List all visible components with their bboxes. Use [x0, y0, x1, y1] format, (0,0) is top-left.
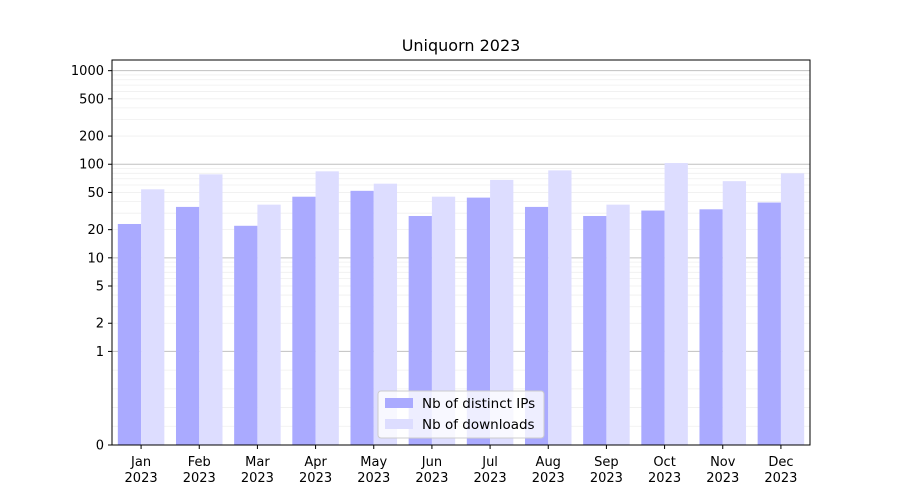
x-tick-label-month: Apr — [304, 455, 327, 470]
bar-distinct-ips-feb — [175, 206, 200, 445]
x-tick-label-year: 2023 — [474, 471, 507, 486]
y-tick-label: 0 — [96, 439, 104, 454]
y-tick-label: 2 — [96, 317, 104, 332]
legend-box — [377, 390, 545, 439]
chart-title: Uniquorn 2023 — [402, 36, 521, 55]
x-tick-label-month: Jun — [421, 455, 442, 470]
x-tick-label-month: Oct — [653, 455, 675, 470]
y-tick-label: 1 — [96, 345, 104, 360]
x-tick-label-month: Aug — [536, 455, 561, 470]
bar-downloads-oct — [664, 163, 688, 445]
y-tick-label: 50 — [87, 186, 104, 201]
bar-downloads-aug — [548, 170, 572, 445]
legend-label-downloads: Nb of downloads — [422, 417, 535, 433]
x-tick-label-year: 2023 — [299, 471, 332, 486]
bar-downloads-dec — [780, 173, 805, 445]
legend: Nb of distinct IPs Nb of downloads — [377, 390, 545, 439]
x-tick-label-year: 2023 — [241, 471, 274, 486]
y-tick-label: 500 — [79, 92, 104, 107]
bar-downloads-apr — [315, 171, 339, 445]
bar-downloads-jun — [431, 196, 456, 445]
grid-lines — [112, 70, 810, 427]
x-tick-label-year: 2023 — [183, 471, 216, 486]
legend-swatch-distinct-ips — [385, 398, 413, 408]
x-tick-label-month: Jan — [130, 455, 151, 470]
bar-downloads-jul — [490, 179, 514, 445]
bar-distinct-ips-jan — [117, 223, 142, 445]
y-tick-label: 1000 — [71, 64, 104, 79]
x-axis: Jan2023Feb2023Mar2023Apr2023May2023Jun20… — [125, 445, 797, 486]
x-tick-label-year: 2023 — [648, 471, 681, 486]
x-tick-label-year: 2023 — [125, 471, 158, 486]
x-tick-label-month: Dec — [768, 455, 793, 470]
x-tick-label-year: 2023 — [706, 471, 739, 486]
x-tick-label-year: 2023 — [590, 471, 623, 486]
bar-downloads-sep — [606, 204, 630, 445]
x-tick-label-year: 2023 — [415, 471, 448, 486]
bar-downloads-nov — [722, 181, 747, 445]
y-tick-label: 20 — [87, 223, 104, 238]
y-tick-label: 5 — [96, 280, 104, 295]
x-tick-label-month: Mar — [245, 455, 270, 470]
x-tick-label-month: Sep — [594, 455, 619, 470]
y-tick-label: 100 — [79, 158, 104, 173]
bar-distinct-ips-jun — [408, 215, 432, 445]
bar-downloads-jan — [141, 189, 165, 445]
x-tick-label-year: 2023 — [357, 471, 390, 486]
legend-swatch-downloads — [385, 419, 413, 429]
x-tick-label-month: May — [360, 455, 387, 470]
bars — [117, 163, 805, 445]
bar-distinct-ips-dec — [757, 202, 781, 445]
legend-label-distinct-ips: Nb of distinct IPs — [422, 396, 535, 412]
bar-distinct-ips-aug — [524, 206, 549, 445]
x-tick-label-year: 2023 — [532, 471, 565, 486]
y-axis: 0 1 2 5 10 20 50 100 200 500 1000 — [71, 64, 112, 454]
y-tick-label: 200 — [79, 130, 104, 145]
bar-downloads-feb — [199, 174, 223, 445]
x-tick-label-year: 2023 — [764, 471, 797, 486]
bar-distinct-ips-nov — [699, 209, 723, 445]
bar-distinct-ips-mar — [234, 225, 258, 445]
x-tick-label-month: Jul — [481, 455, 498, 470]
bar-distinct-ips-apr — [292, 196, 316, 445]
plot-frame — [111, 59, 811, 446]
bar-distinct-ips-sep — [583, 215, 607, 445]
x-tick-label-month: Feb — [188, 455, 211, 470]
x-tick-label-month: Nov — [710, 455, 736, 470]
y-tick-label: 10 — [87, 251, 104, 266]
bar-downloads-may — [373, 183, 398, 445]
bar-distinct-ips-oct — [641, 210, 665, 445]
bar-distinct-ips-may — [350, 190, 374, 445]
bar-downloads-mar — [257, 204, 281, 445]
bar-distinct-ips-jul — [466, 197, 491, 445]
